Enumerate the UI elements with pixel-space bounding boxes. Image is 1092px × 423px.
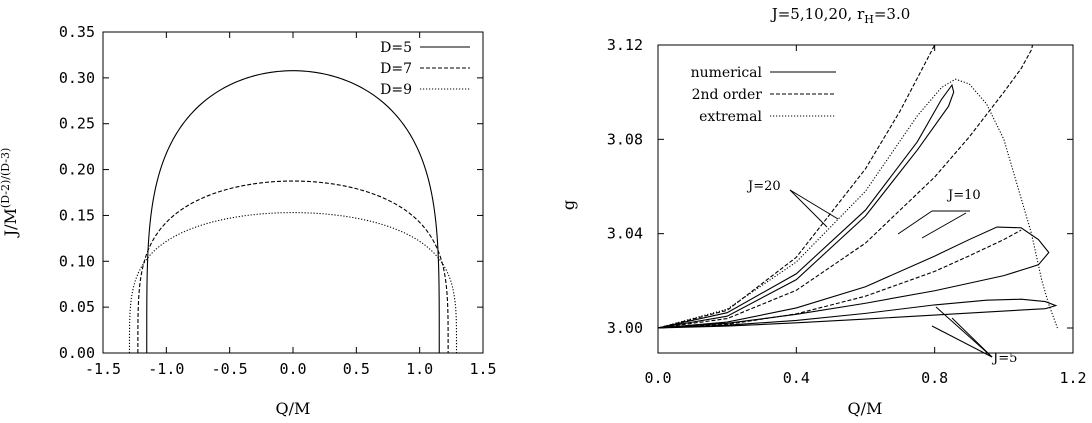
right-x-axis-label: Q/M	[848, 399, 883, 418]
right-plot-frame	[657, 44, 1074, 354]
right-y-axis-label: g	[559, 200, 578, 210]
right-series-j-10-numerical	[658, 226, 1050, 329]
annotation-j20: J=20	[746, 179, 781, 194]
right-y-tick-label: 3.00	[607, 319, 643, 337]
left-plot-frame	[102, 31, 484, 354]
left-y-tick-label: 0.00	[59, 344, 95, 362]
left-y-tick-label: 0.25	[59, 115, 95, 133]
annotation-j10-pointer	[921, 212, 967, 239]
left-series-d9	[128, 212, 458, 354]
left-y-tick-label: 0.30	[59, 69, 95, 87]
left-series-d7	[137, 180, 449, 354]
annotation-j5-pointer	[935, 306, 993, 358]
left-x-axis-label: Q/M	[276, 399, 311, 418]
right-legend-label: numerical	[691, 65, 763, 81]
left-legend-label: D=7	[380, 61, 412, 77]
right-y-tick-label: 3.08	[607, 130, 643, 148]
right-series-j-5-2nd-order	[658, 229, 1022, 329]
annotation-j10-pointer	[897, 210, 933, 235]
left-x-tick-label: 0.0	[279, 360, 306, 378]
left-x-tick-label: 1.5	[469, 360, 496, 378]
left-y-axis-label: J/M(D-2)/(D-3)	[0, 148, 20, 239]
left-y-tick-label: 0.35	[59, 23, 95, 41]
annotation-j20-pointer	[789, 189, 828, 228]
left-x-tick-label: -1.5	[85, 360, 121, 378]
right-chart: J=5,10,20, rH=3.0 0.0 0.4 0.8 1.2 3.00 3.04 3.…	[559, 5, 1087, 418]
left-chart: -1.5 -1.0 -0.5 0.0 0.5 1.0 1.5 0.00 0.05 0.10 0.15…	[0, 23, 497, 418]
left-x-tick-label: -0.5	[212, 360, 248, 378]
right-y-tick-label: 3.04	[607, 225, 643, 243]
right-legend-label: 2nd order	[692, 87, 763, 103]
left-series-d5	[146, 70, 440, 354]
right-annotations: J=20 J=10 J=5	[746, 179, 1017, 366]
right-series-j-20-numerical	[658, 83, 955, 329]
right-series-j-20-2nd-order	[658, 45, 936, 329]
left-legend-label: D=5	[380, 40, 412, 56]
left-y-tick-label: 0.05	[59, 298, 95, 316]
left-x-tick-label: -1.0	[148, 360, 184, 378]
annotation-j5-pointer	[931, 325, 993, 358]
right-x-tick-label: 0.8	[921, 369, 948, 387]
left-x-tick-label: 0.5	[343, 360, 370, 378]
right-x-tick-label: 0.0	[644, 369, 671, 387]
right-series-j-10-2nd-order	[658, 45, 1034, 329]
right-x-tick-label: 1.2	[1059, 369, 1086, 387]
left-y-tick-label: 0.20	[59, 161, 95, 179]
left-y-tick-label: 0.10	[59, 252, 95, 270]
right-x-tick-label: 0.4	[783, 369, 810, 387]
right-chart-title: J=5,10,20, rH=3.0	[770, 5, 911, 26]
left-x-tick-label: 1.0	[406, 360, 433, 378]
left-legend: D=5 D=7 D=9	[380, 40, 470, 98]
annotation-j10: J=10	[946, 188, 981, 203]
annotation-j5-pointer	[951, 317, 993, 358]
annotation-j5: J=5	[991, 351, 1017, 366]
left-legend-label: D=9	[380, 82, 412, 98]
annotation-j20-pointer	[789, 189, 839, 220]
right-y-tick-label: 3.12	[607, 36, 643, 54]
right-legend: numerical 2nd order extremal	[691, 65, 836, 125]
right-curve-layer	[658, 45, 1058, 329]
right-legend-label: extremal	[699, 109, 762, 125]
left-y-tick-label: 0.15	[59, 206, 95, 224]
right-series-j-5-numerical	[658, 298, 1058, 329]
